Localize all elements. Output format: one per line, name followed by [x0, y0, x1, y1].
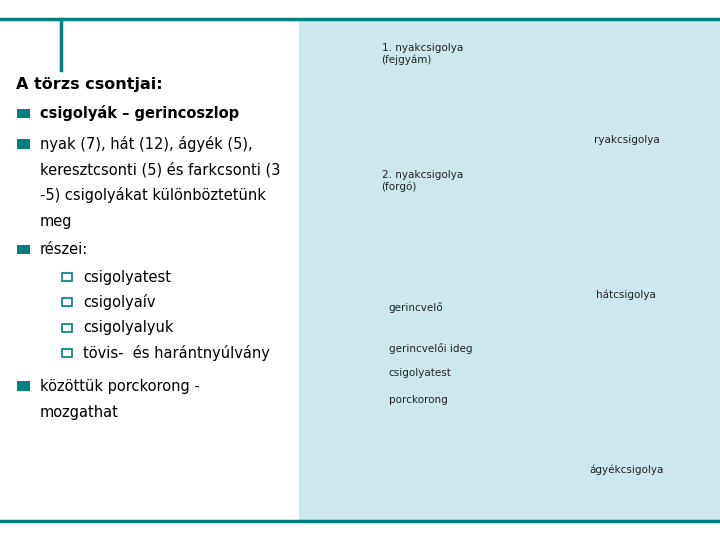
Text: részei:: részei: [40, 242, 88, 257]
Text: -5) csigolyákat különböztetünk: -5) csigolyákat különböztetünk [40, 187, 266, 204]
Text: gerincvelő: gerincvelő [389, 302, 444, 313]
Text: csigolyák – gerincoszlop: csigolyák – gerincoszlop [40, 105, 239, 122]
Text: hátcsigolya: hátcsigolya [596, 289, 657, 300]
Bar [17, 109, 30, 118]
Text: mozgathat: mozgathat [40, 404, 119, 420]
Text: A törzs csontjai:: A törzs csontjai: [16, 77, 163, 92]
Text: csigolyatest: csigolyatest [83, 269, 171, 285]
Text: tövis-  és harántnyúlvány: tövis- és harántnyúlvány [83, 345, 270, 361]
Bar [17, 245, 30, 254]
Bar [299, 19, 720, 521]
Text: gerincvelői ideg: gerincvelői ideg [389, 343, 472, 354]
Bar [61, 298, 72, 306]
Text: keresztcsonti (5) és farkcsonti (3: keresztcsonti (5) és farkcsonti (3 [40, 162, 280, 177]
Text: ryakcsigolya: ryakcsigolya [593, 136, 660, 145]
Text: csigolyalyuk: csigolyalyuk [83, 320, 174, 335]
Text: porckorong: porckorong [389, 395, 448, 404]
Text: meg: meg [40, 214, 72, 229]
Bar [61, 323, 72, 332]
Bar [61, 273, 72, 281]
Bar [17, 139, 30, 148]
Text: 1. nyakcsigolya
(fejgyám): 1. nyakcsigolya (fejgyám) [382, 43, 463, 65]
Bar [17, 381, 30, 391]
Text: 2. nyakcsigolya
(forgó): 2. nyakcsigolya (forgó) [382, 170, 463, 192]
Text: nyak (7), hát (12), ágyék (5),: nyak (7), hát (12), ágyék (5), [40, 136, 252, 152]
Text: közöttük porckorong -: közöttük porckorong - [40, 379, 199, 394]
Text: csigolyatest: csigolyatest [389, 368, 451, 377]
Bar [61, 349, 72, 357]
Text: ágyékcsigolya: ágyékcsigolya [589, 464, 664, 475]
Text: csigolyaív: csigolyaív [83, 294, 156, 310]
